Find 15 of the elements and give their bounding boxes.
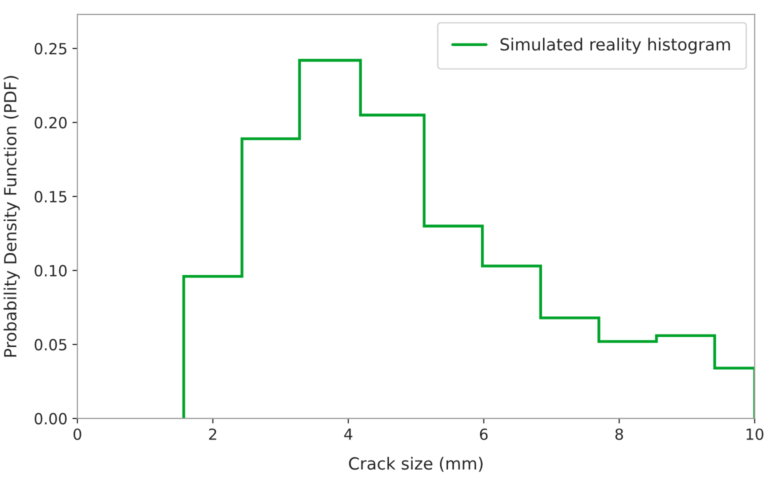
y-tick-label: 0.10 <box>34 264 67 276</box>
x-axis-title: Crack size (mm) <box>349 456 483 472</box>
y-tick-label: 0.20 <box>34 116 67 128</box>
x-tick-label: 6 <box>480 428 488 440</box>
x-tick-label: 2 <box>209 428 216 440</box>
legend-label: Simulated reality histogram <box>500 38 730 54</box>
x-tick-label: 4 <box>344 428 352 440</box>
y-tick-label: 0.05 <box>34 338 66 350</box>
y-axis-title: Probability Density Function (PDF) <box>4 76 20 357</box>
y-tick-label: 0.25 <box>34 42 66 54</box>
x-tick-label: 10 <box>746 428 764 440</box>
x-tick-label: 0 <box>74 428 82 440</box>
x-tick-label: 8 <box>615 428 624 440</box>
y-tick-label: 0.00 <box>34 412 67 424</box>
y-tick-label: 0.15 <box>34 190 66 202</box>
